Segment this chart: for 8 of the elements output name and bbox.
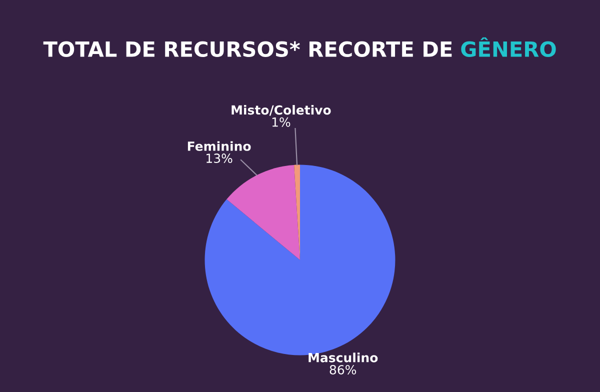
data-label: 13% <box>206 154 232 164</box>
slice-label: Feminino <box>188 141 251 151</box>
slice-label: Masculino <box>308 352 378 362</box>
slice-label: Misto/Coletivo <box>232 105 331 116</box>
data-label: 1% <box>272 117 290 127</box>
pie-slice <box>226 164 300 260</box>
chart-title: TOTAL DE RECURSOS* RECORTE DE GÊNERO <box>43 37 556 58</box>
data-label: 86% <box>330 364 356 374</box>
